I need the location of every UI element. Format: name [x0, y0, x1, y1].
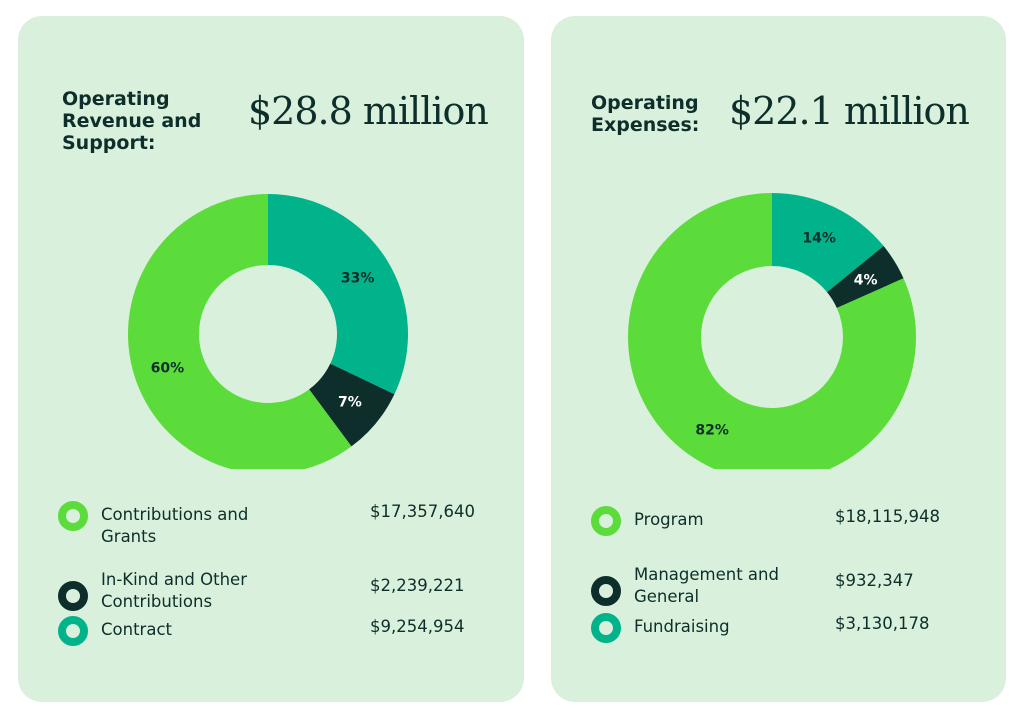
legend-value: $18,115,948 — [835, 507, 940, 526]
legend-value: $9,254,954 — [370, 617, 465, 636]
expenses-card: Operating Expenses: $22.1 million 14% 4% 8… — [551, 16, 1006, 702]
legend-marker-icon — [58, 501, 88, 531]
legend-label: In-Kind and Other Contributions — [101, 570, 247, 611]
legend-label: Program — [634, 510, 704, 529]
expenses-donut-chart: 14% 4% 82% — [628, 193, 916, 469]
slice-percent-label: 14% — [802, 231, 836, 247]
revenue-amount: $28.8 million — [248, 89, 489, 133]
expenses-title: Operating Expenses: — [591, 92, 700, 136]
donut-slice-program — [628, 193, 916, 469]
legend-marker-icon — [591, 506, 621, 536]
slice-percent-label: 4% — [854, 272, 878, 288]
revenue-card: Operating Revenue and Support: $28.8 mil… — [18, 16, 524, 702]
donut-slice-in-kind-and-other-contributions — [309, 363, 395, 447]
legend-marker-icon — [591, 576, 621, 606]
legend-value: $2,239,221 — [370, 576, 465, 595]
revenue-donut-chart: 33% 7% 60% — [128, 194, 408, 469]
legend-value: $3,130,178 — [835, 614, 930, 633]
legend-label: Contract — [101, 620, 172, 639]
legend-label: Contributions and Grants — [101, 505, 249, 546]
legend-label: Management and General — [634, 565, 779, 606]
legend-value: $932,347 — [835, 571, 914, 590]
slice-percent-label: 60% — [151, 360, 185, 376]
legend-marker-icon — [58, 616, 88, 646]
donut-slice-contract — [268, 194, 408, 395]
legend-marker-icon — [58, 581, 88, 611]
legend-label: Fundraising — [634, 617, 730, 636]
donut-slice-fundraising — [772, 193, 884, 293]
donut-slice-management-and-general — [827, 246, 904, 309]
slice-percent-label: 33% — [341, 270, 375, 286]
slice-percent-label: 82% — [695, 422, 729, 438]
legend-marker-icon — [591, 613, 621, 643]
donut-slice-contributions-and-grants — [128, 194, 352, 469]
revenue-title: Operating Revenue and Support: — [62, 88, 202, 154]
legend-value: $17,357,640 — [370, 502, 475, 521]
expenses-amount: $22.1 million — [729, 89, 970, 133]
slice-percent-label: 7% — [338, 394, 362, 410]
